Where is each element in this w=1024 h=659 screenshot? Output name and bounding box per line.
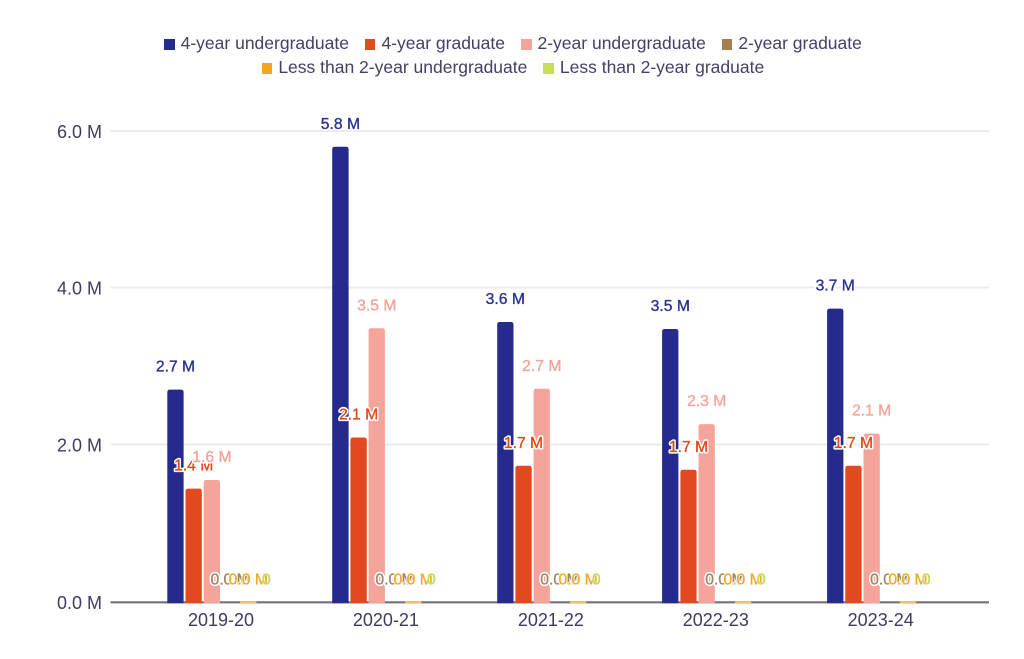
- svg-text:3.6 M: 3.6 M: [486, 291, 525, 308]
- svg-text:2.0 M: 2.0 M: [57, 435, 102, 455]
- svg-text:0: 0: [922, 571, 931, 588]
- svg-text:1.7 M: 1.7 M: [669, 439, 708, 456]
- svg-text:2.7 M: 2.7 M: [522, 358, 561, 375]
- svg-text:3.7 M: 3.7 M: [816, 278, 855, 295]
- svg-text:2.7 M: 2.7 M: [156, 359, 195, 376]
- svg-text:3.5 M: 3.5 M: [651, 298, 690, 315]
- svg-text:1.7 M: 1.7 M: [669, 439, 708, 456]
- svg-text:0: 0: [757, 571, 766, 588]
- svg-text:2.1 M: 2.1 M: [339, 407, 378, 424]
- svg-text:0.0 M: 0.0 M: [375, 571, 414, 588]
- svg-text:4.0 M: 4.0 M: [57, 278, 102, 298]
- svg-text:0.0 M: 0.0 M: [888, 571, 927, 588]
- svg-text:6.0 M: 6.0 M: [57, 122, 102, 142]
- svg-text:3.5 M: 3.5 M: [357, 297, 396, 314]
- svg-text:1.4 M: 1.4 M: [174, 458, 213, 475]
- svg-text:0.0 M: 0.0 M: [870, 571, 909, 588]
- svg-text:0.0 M: 0.0 M: [375, 571, 414, 588]
- svg-text:0.0 M: 0.0 M: [210, 571, 249, 588]
- svg-text:3.5 M: 3.5 M: [357, 297, 396, 314]
- svg-text:2.3 M: 2.3 M: [687, 393, 726, 410]
- svg-text:2023-24: 2023-24: [848, 610, 914, 630]
- svg-text:0: 0: [592, 571, 601, 588]
- svg-text:5.8 M: 5.8 M: [321, 116, 360, 133]
- svg-text:3.5 M: 3.5 M: [651, 298, 690, 315]
- svg-text:0: 0: [262, 571, 271, 588]
- svg-text:0: 0: [757, 571, 766, 588]
- svg-text:0: 0: [922, 571, 931, 588]
- svg-text:0.0 M: 0.0 M: [210, 571, 249, 588]
- svg-text:2019-20: 2019-20: [188, 610, 254, 630]
- svg-text:0.0 M: 0.0 M: [888, 571, 927, 588]
- svg-text:2.7 M: 2.7 M: [522, 358, 561, 375]
- svg-text:0.0 M: 0.0 M: [705, 571, 744, 588]
- svg-text:1.6 M: 1.6 M: [192, 449, 231, 466]
- svg-text:1.4 M: 1.4 M: [174, 458, 213, 475]
- svg-text:3.6 M: 3.6 M: [486, 291, 525, 308]
- svg-text:1.7 M: 1.7 M: [504, 435, 543, 452]
- svg-text:0: 0: [427, 571, 436, 588]
- svg-text:5.8 M: 5.8 M: [321, 116, 360, 133]
- svg-text:1.6 M: 1.6 M: [192, 449, 231, 466]
- svg-text:0.0 M: 0.0 M: [558, 571, 597, 588]
- svg-text:0.0 M: 0.0 M: [723, 571, 762, 588]
- svg-text:2.1 M: 2.1 M: [339, 407, 378, 424]
- svg-text:2.1 M: 2.1 M: [852, 403, 891, 420]
- svg-text:3.7 M: 3.7 M: [816, 278, 855, 295]
- svg-text:0.0 M: 0.0 M: [558, 571, 597, 588]
- svg-text:0: 0: [262, 571, 271, 588]
- svg-text:0.0 M: 0.0 M: [870, 571, 909, 588]
- svg-text:2020-21: 2020-21: [353, 610, 419, 630]
- svg-text:0.0 M: 0.0 M: [229, 571, 268, 588]
- svg-text:1.7 M: 1.7 M: [834, 435, 873, 452]
- svg-text:0: 0: [592, 571, 601, 588]
- svg-text:0.0 M: 0.0 M: [57, 593, 102, 613]
- svg-text:0.0 M: 0.0 M: [394, 571, 433, 588]
- svg-text:2.1 M: 2.1 M: [852, 403, 891, 420]
- svg-text:0.0 M: 0.0 M: [540, 571, 579, 588]
- svg-text:0.0 M: 0.0 M: [705, 571, 744, 588]
- svg-text:2.7 M: 2.7 M: [156, 359, 195, 376]
- svg-text:2022-23: 2022-23: [683, 610, 749, 630]
- svg-text:0.0 M: 0.0 M: [394, 571, 433, 588]
- svg-text:1.7 M: 1.7 M: [504, 435, 543, 452]
- svg-text:2.3 M: 2.3 M: [687, 393, 726, 410]
- svg-text:0.0 M: 0.0 M: [540, 571, 579, 588]
- svg-text:0: 0: [427, 571, 436, 588]
- svg-text:1.7 M: 1.7 M: [834, 435, 873, 452]
- svg-text:2021-22: 2021-22: [518, 610, 584, 630]
- svg-text:0.0 M: 0.0 M: [229, 571, 268, 588]
- svg-text:0.0 M: 0.0 M: [723, 571, 762, 588]
